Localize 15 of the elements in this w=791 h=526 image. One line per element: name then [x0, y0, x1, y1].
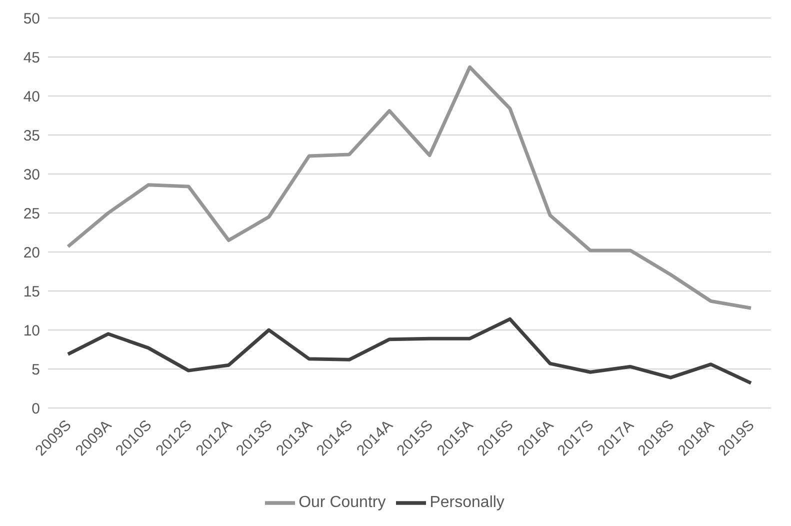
line-series [66, 65, 753, 310]
y-tick-label: 30 [23, 166, 40, 184]
line-series [66, 317, 753, 385]
legend-label: Personally [430, 494, 504, 512]
y-tick-label: 50 [23, 10, 40, 28]
y-tick-label: 15 [23, 283, 40, 300]
y-tick-label: 20 [23, 244, 40, 262]
y-tick-label: 25 [23, 205, 40, 222]
y-tick-label: 35 [23, 127, 40, 144]
legend-label: Our Country [298, 494, 386, 512]
y-tick-label: 5 [32, 361, 40, 378]
y-tick-label: 0 [32, 400, 40, 418]
y-tick-label: 40 [23, 88, 40, 106]
y-tick-label: 10 [23, 322, 40, 340]
y-tick-label: 45 [23, 49, 40, 66]
